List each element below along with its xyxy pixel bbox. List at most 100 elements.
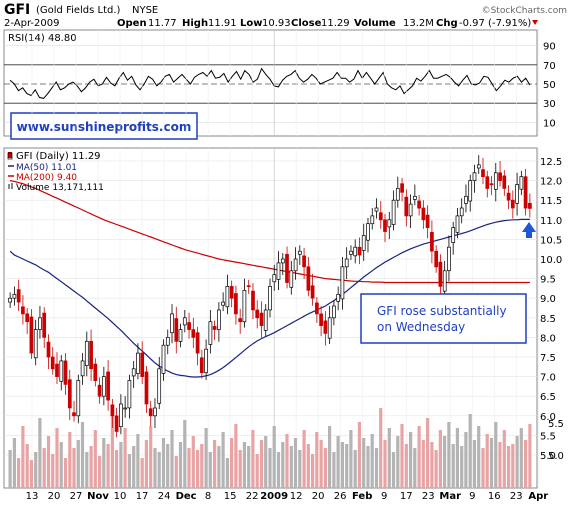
- candle-body: [161, 344, 166, 374]
- candle-body: [174, 318, 179, 342]
- volume-bar: [391, 452, 396, 488]
- candle-body: [16, 289, 21, 303]
- volume-bar: [268, 448, 272, 488]
- volume-bar: [319, 440, 323, 488]
- volume-bar: [247, 446, 251, 488]
- candle-body: [242, 290, 247, 323]
- candle-body: [425, 214, 430, 228]
- volume-bar: [34, 452, 38, 488]
- rsi-panel: [3, 29, 538, 137]
- price-tick-label: 7.0: [540, 373, 556, 384]
- candle-body: [327, 317, 332, 339]
- volume-bar: [323, 448, 327, 488]
- candle-body: [114, 415, 119, 432]
- volume-bar: [187, 448, 191, 488]
- candle-body: [451, 227, 456, 243]
- volume-bar: [447, 422, 451, 488]
- candle-body: [80, 360, 85, 377]
- volume-bar: [196, 450, 200, 488]
- candle-body: [191, 329, 196, 338]
- candle-body: [315, 302, 319, 315]
- volume-bar: [451, 444, 455, 488]
- volume-bar: [485, 434, 489, 488]
- candle-body: [263, 309, 268, 331]
- candle-body: [302, 255, 306, 268]
- volume-bar: [413, 448, 417, 488]
- volume-bar: [328, 426, 332, 488]
- candle-body: [42, 312, 47, 338]
- volume-bar: [140, 458, 144, 488]
- volume-bar: [396, 436, 400, 488]
- volume-bar: [136, 434, 140, 488]
- candle-body: [187, 322, 191, 330]
- ma50-line: [9, 218, 530, 378]
- volume-bar: [340, 442, 344, 488]
- candle-body: [225, 286, 230, 308]
- volume-bar: [251, 430, 255, 488]
- x-axis: 13 20 27 Nov 10 17 24 Dec 8 15 22 2009 12 20 26 Feb 9 17 2…: [26, 491, 549, 502]
- volume-bar: [370, 434, 374, 488]
- candle-body: [340, 266, 345, 300]
- volume-bar: [481, 448, 485, 488]
- x-tick-label: Apr: [528, 491, 548, 502]
- volume-value: 13.2M: [403, 18, 434, 29]
- annotation-line1: GFI rose substantially: [377, 304, 507, 318]
- candle-body: [519, 176, 524, 190]
- x-tick-label: 2009: [260, 491, 288, 502]
- volume-bar: [306, 444, 310, 488]
- volume-bar: [272, 426, 276, 488]
- candle-body: [234, 293, 238, 315]
- candle-body: [306, 266, 311, 291]
- volume-bar: [8, 450, 12, 488]
- candle-body: [63, 360, 68, 385]
- candle-body: [387, 219, 392, 228]
- volume-bar: [234, 424, 238, 488]
- price-tick-label: 10.5: [540, 235, 562, 246]
- candle-body: [404, 196, 409, 217]
- x-tick-label: 10: [114, 491, 127, 502]
- volume-bar: [489, 438, 494, 488]
- x-tick-label: Nov: [87, 491, 109, 502]
- candle-body: [515, 184, 519, 204]
- volume-bar: [438, 430, 442, 488]
- volume-bar: [519, 428, 523, 488]
- volume-bar: [276, 452, 281, 488]
- x-tick-label: 20: [48, 491, 61, 502]
- candle-body: [349, 250, 353, 255]
- volume-bar: [25, 444, 29, 488]
- x-tick-label: 15: [224, 491, 237, 502]
- candle-body: [493, 172, 498, 190]
- candle-body: [481, 169, 485, 178]
- candle-body: [148, 408, 153, 417]
- volume-bar: [430, 442, 434, 488]
- candle-body: [93, 363, 98, 381]
- candle-body: [323, 320, 328, 334]
- change-value: -0.97 (-7.91%): [459, 18, 531, 29]
- candle-body: [383, 219, 387, 232]
- volume-bar: [298, 450, 302, 488]
- legend: GFI (Daily) 11.29 MA(50) 11.01 MA(200) 9…: [7, 151, 104, 193]
- candle-body: [361, 235, 366, 251]
- volume-bar: [59, 442, 63, 488]
- price-tick-label: 12.5: [540, 157, 562, 168]
- candle-body: [370, 215, 375, 225]
- candle-body: [357, 246, 362, 256]
- legend-volume-swatch: [8, 184, 10, 189]
- candle-body: [485, 176, 490, 189]
- candle-body: [447, 246, 451, 272]
- candle-body: [251, 290, 255, 311]
- volume-bar: [357, 422, 361, 488]
- candle-body: [506, 192, 511, 201]
- x-tick-label: 16: [488, 491, 501, 502]
- candle-body: [182, 317, 187, 326]
- symbol: GFI: [4, 2, 30, 18]
- volume-bar: [93, 430, 97, 488]
- volume-bar: [242, 442, 246, 488]
- x-tick-label: 12: [290, 491, 303, 502]
- volume-bar: [400, 424, 404, 488]
- candle-body: [395, 188, 400, 201]
- down-arrow-icon: [532, 20, 538, 25]
- x-tick-label: 17: [136, 491, 149, 502]
- candle-body: [378, 212, 383, 221]
